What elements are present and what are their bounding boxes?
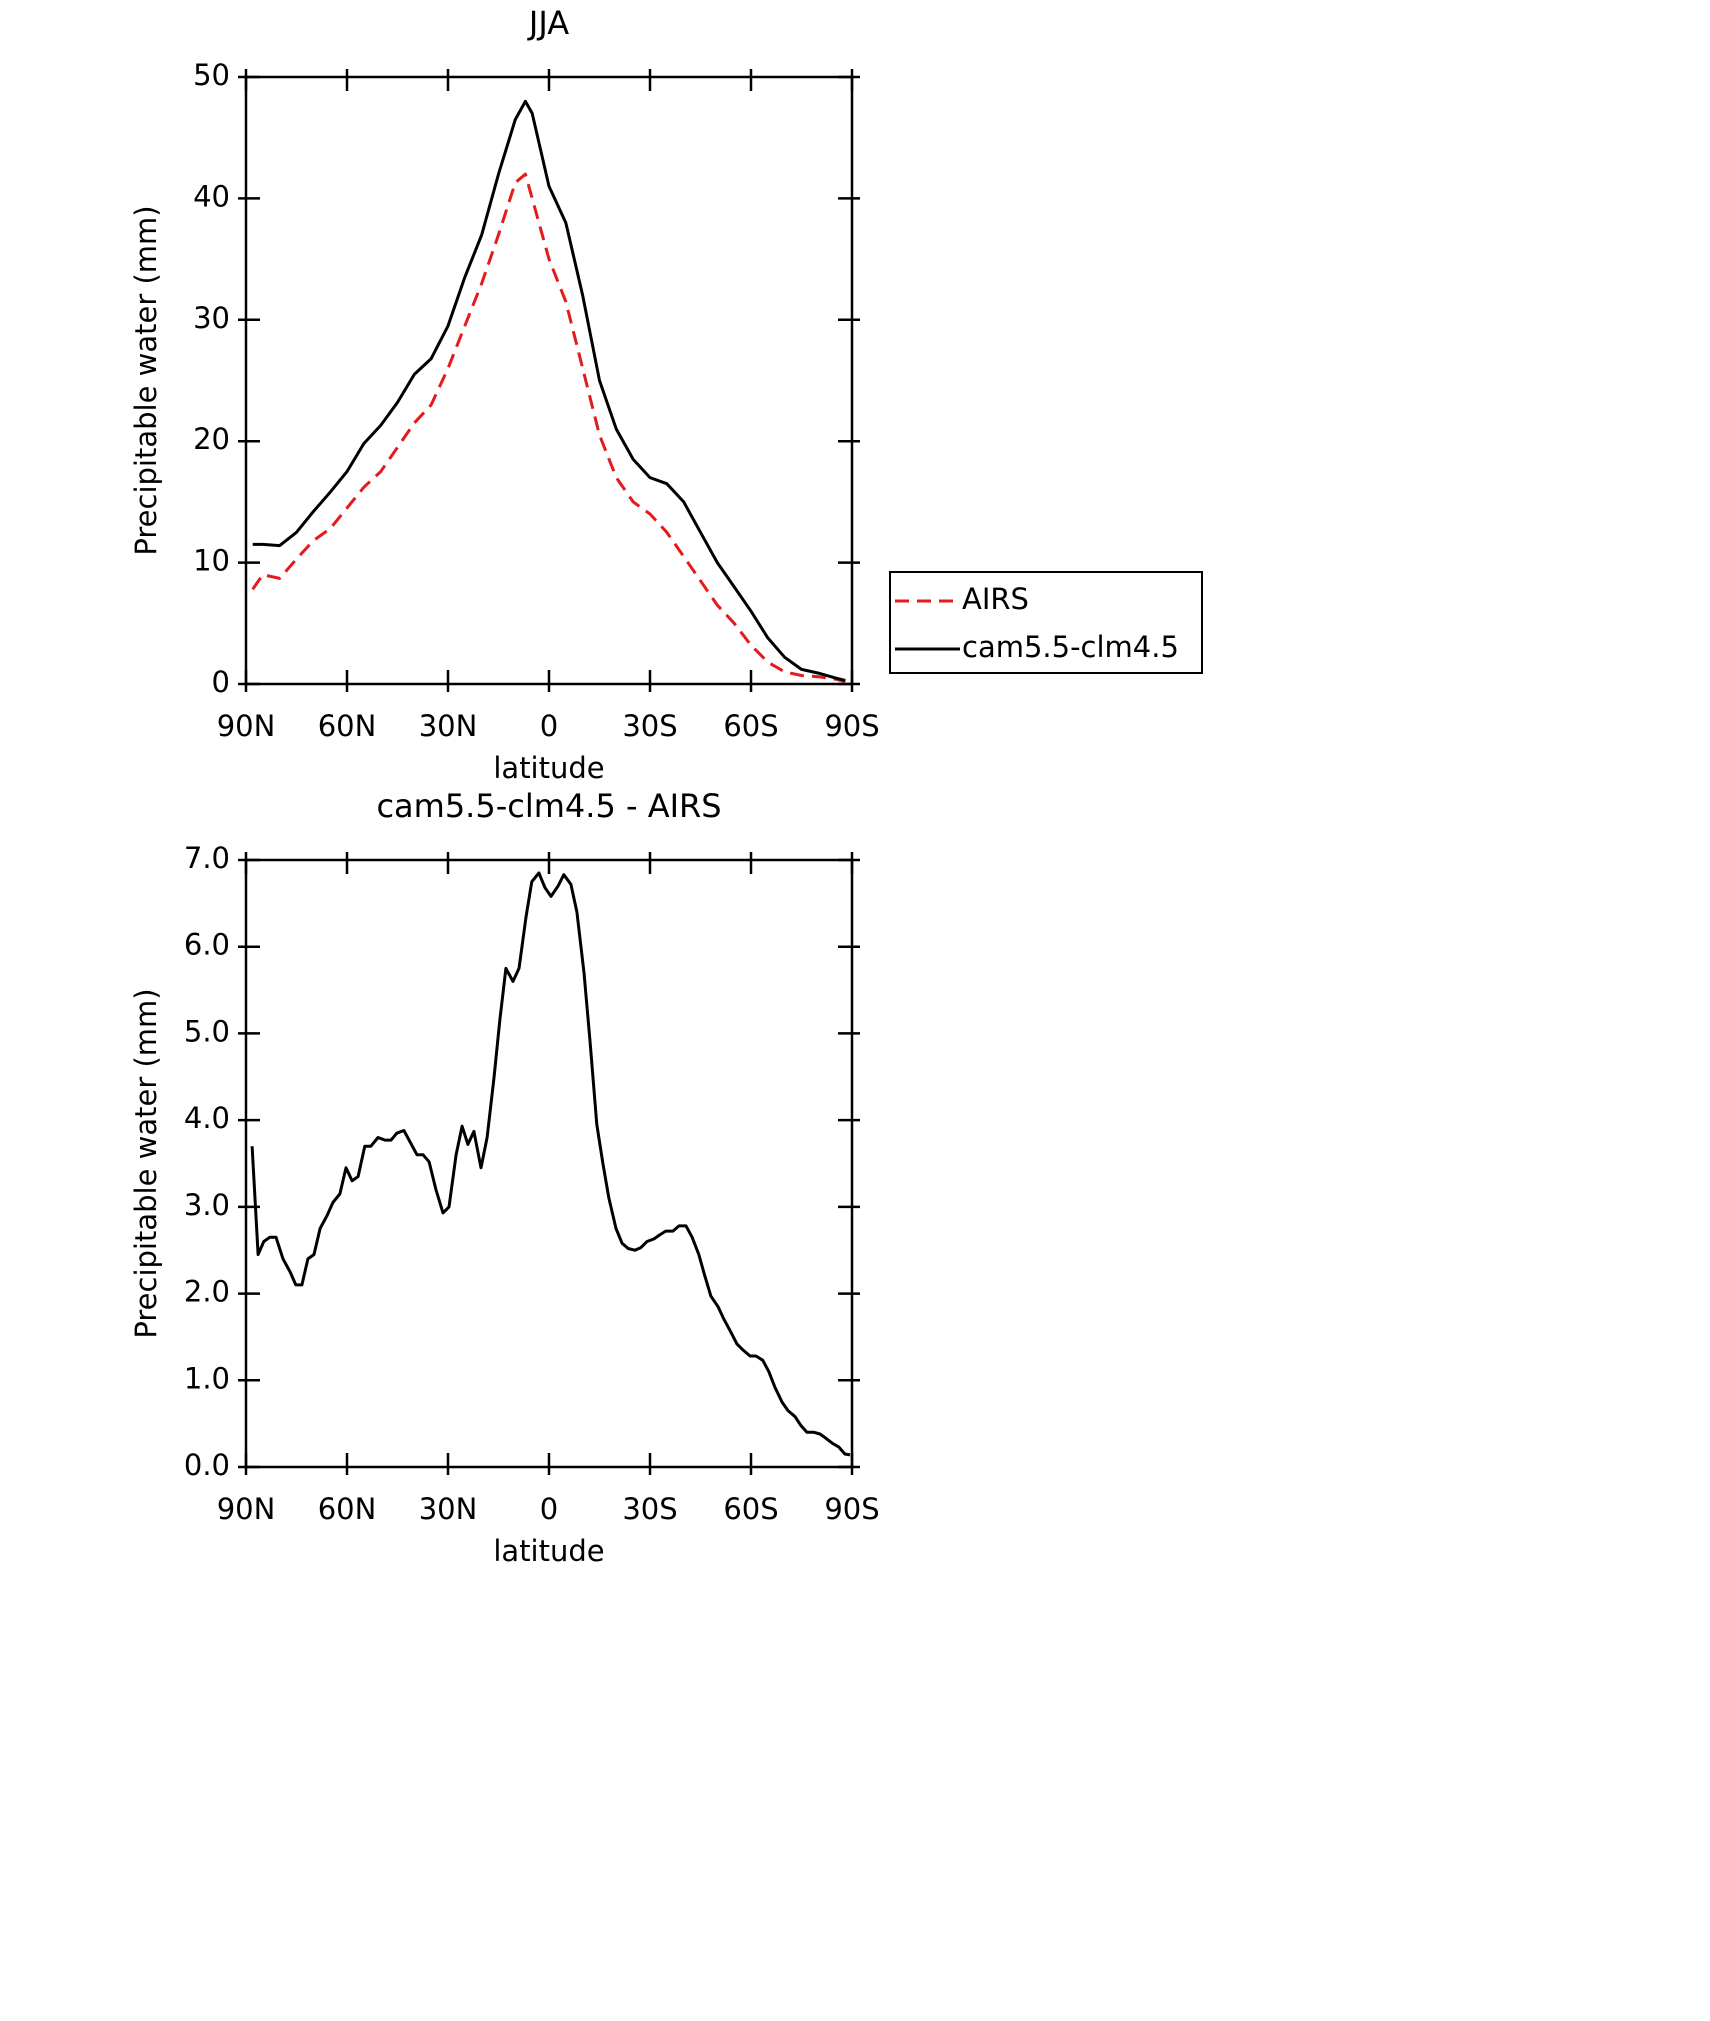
y-tick-label: 0.0 <box>184 1448 230 1482</box>
x-tick-label: 30N <box>419 709 478 743</box>
y-tick-label: 4.0 <box>184 1101 230 1135</box>
x-tick-label: 30S <box>622 709 677 743</box>
y-tick-label: 1.0 <box>184 1361 230 1395</box>
x-tick-label: 90S <box>824 1492 879 1526</box>
y-tick-label: 7.0 <box>184 841 230 875</box>
x-tick-label: 90N <box>217 709 276 743</box>
y-tick-label: 40 <box>193 179 230 213</box>
y-tick-label: 10 <box>193 544 230 578</box>
x-axis-label: latitude <box>493 1534 604 1568</box>
x-tick-label: 60N <box>318 709 377 743</box>
x-tick-label: 60S <box>723 1492 778 1526</box>
y-tick-label: 50 <box>193 58 230 92</box>
data-line <box>250 871 851 1457</box>
y-tick-label: 6.0 <box>184 928 230 962</box>
x-tick-label: 60N <box>318 1492 377 1526</box>
legend-label: cam5.5-clm4.5 <box>962 630 1179 664</box>
y-tick-label: 30 <box>193 301 230 335</box>
x-tick-label: 0 <box>540 1492 558 1526</box>
plot-frame <box>244 75 854 686</box>
y-tick-label: 3.0 <box>184 1188 230 1222</box>
x-tick-label: 90S <box>824 709 879 743</box>
data-line <box>251 172 846 684</box>
y-axis-label: Precipitable water (mm) <box>129 205 163 555</box>
y-tick-label: 5.0 <box>184 1014 230 1048</box>
x-tick-label: 0 <box>540 709 558 743</box>
x-tick-label: 30S <box>622 1492 677 1526</box>
plot-frame <box>244 858 854 1469</box>
x-tick-label: 90N <box>217 1492 276 1526</box>
x-axis-label: latitude <box>493 751 604 785</box>
chart-title: JJA <box>527 4 569 42</box>
legend-box <box>889 571 1203 674</box>
y-tick-label: 2.0 <box>184 1275 230 1309</box>
y-tick-label: 20 <box>193 422 230 456</box>
y-tick-label: 0 <box>212 665 230 699</box>
chart-title: cam5.5-clm4.5 - AIRS <box>376 787 721 825</box>
x-tick-label: 60S <box>723 709 778 743</box>
legend-label: AIRS <box>962 582 1029 616</box>
data-line <box>252 99 846 682</box>
y-axis-label: Precipitable water (mm) <box>129 988 163 1338</box>
x-tick-label: 30N <box>419 1492 478 1526</box>
